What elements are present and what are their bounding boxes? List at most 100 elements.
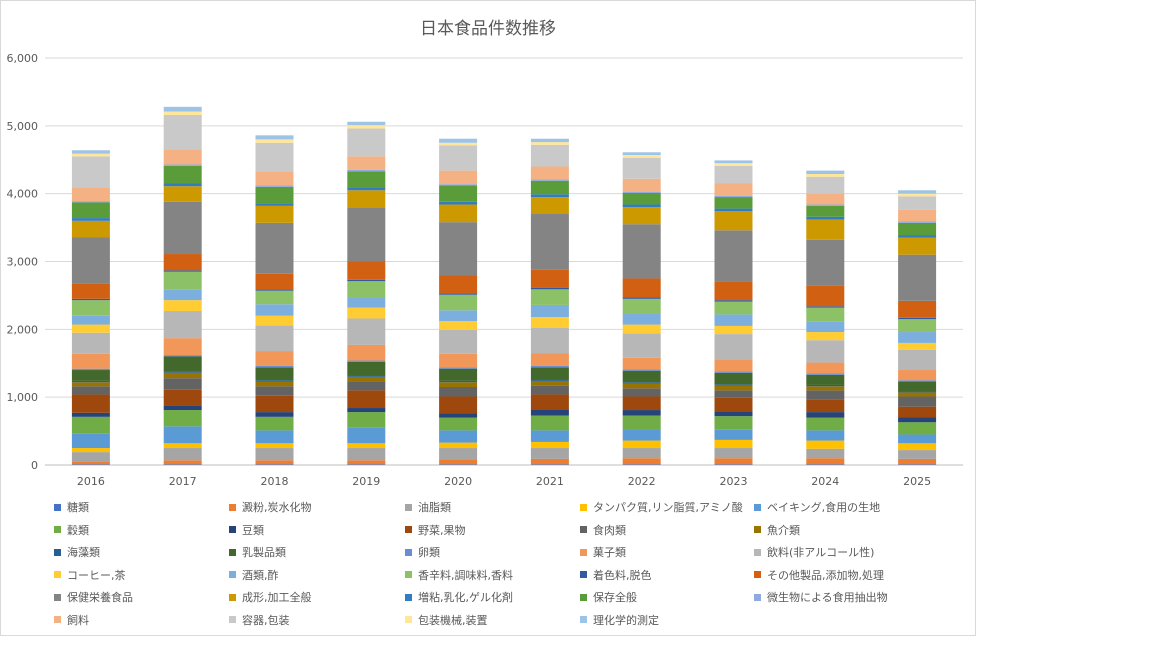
bar-segment	[714, 464, 753, 465]
bar-segment	[714, 183, 753, 196]
bar-segment	[439, 353, 478, 368]
bar-segment	[71, 237, 110, 284]
bar-segment	[255, 430, 294, 444]
bar-segment	[806, 440, 845, 449]
legend-label: タンパク質,リン脂質,アミノ酸	[593, 501, 743, 514]
bar-segment	[806, 373, 845, 375]
legend-item: 飼料	[54, 610, 89, 630]
bar-segment	[71, 332, 110, 354]
bar-segment	[622, 369, 661, 371]
bar-segment	[347, 297, 386, 308]
bar-segment	[622, 410, 661, 416]
bar-segment	[71, 386, 110, 395]
legend-item: 酒類,酢	[229, 565, 279, 585]
chart-title: 日本食品件数推移	[420, 19, 556, 39]
bar-segment	[255, 289, 294, 291]
bar-segment	[622, 178, 661, 192]
bar-segment	[71, 220, 110, 238]
legend-swatch	[229, 526, 236, 533]
legend-label: 飲料(非アルコール性)	[767, 546, 875, 559]
bar-segment	[714, 163, 753, 166]
bar-segment	[439, 396, 478, 414]
legend-item: 食肉類	[580, 520, 626, 540]
bar-segment	[255, 395, 294, 413]
legend-swatch	[405, 503, 412, 511]
bar-segment	[806, 362, 845, 374]
bar-segment	[347, 307, 386, 319]
bar-segment	[255, 315, 294, 326]
bar-segment	[439, 464, 478, 465]
legend-label: 食肉類	[593, 523, 626, 537]
chart-plot: 0 1,000 2,000 3,000 4,000 5,000 6,000 2016 2017 2…	[7, 52, 963, 488]
legend-swatch	[580, 593, 587, 601]
bar-segment	[714, 160, 753, 164]
bar-segment	[530, 394, 569, 410]
bar-segment	[71, 300, 110, 316]
legend-swatch	[54, 503, 61, 511]
legend-swatch	[405, 593, 412, 601]
bar-segment	[439, 275, 478, 294]
bar-segment	[530, 317, 569, 328]
bar-segment	[163, 186, 202, 202]
legend-swatch	[754, 503, 761, 511]
bar-segment	[439, 138, 478, 143]
bar-segment	[255, 416, 294, 431]
bar-segment	[347, 121, 386, 126]
bar-segment	[71, 324, 110, 333]
bar-segment	[898, 396, 937, 407]
bar-segment	[898, 434, 937, 444]
bar-segment	[806, 332, 845, 341]
legend-swatch	[54, 526, 61, 533]
legend-swatch	[754, 526, 761, 533]
bar-segment	[714, 334, 753, 360]
legend-label: 魚介類	[767, 523, 800, 537]
bar-segment	[898, 381, 937, 392]
legend-label: 穀類	[67, 523, 89, 537]
legend-swatch	[754, 548, 761, 556]
legend-swatch	[54, 548, 61, 556]
bar-segment	[622, 448, 661, 459]
x-tick-label: 2020	[444, 475, 472, 488]
bar-segment	[163, 165, 202, 184]
bar-segment	[898, 196, 937, 210]
bar-segment	[71, 283, 110, 299]
bar-segment	[163, 410, 202, 427]
legend-item: 海藻類	[54, 542, 100, 562]
bar-segment	[530, 430, 569, 442]
bar-segment	[163, 149, 202, 165]
bar-segment	[622, 415, 661, 430]
bar-segment	[439, 310, 478, 322]
bar-segment	[439, 382, 478, 387]
legend-item: 保存全般	[580, 587, 637, 607]
bar-segment	[714, 458, 753, 465]
bar-segment	[163, 405, 202, 411]
bar-segment	[255, 460, 294, 465]
bar-segment	[898, 209, 937, 222]
x-tick-label: 2025	[903, 475, 931, 488]
bar-segment	[898, 464, 937, 465]
bar-segment	[347, 187, 386, 191]
bar-segment	[347, 361, 386, 376]
bar-segment	[806, 412, 845, 418]
bar-segment	[347, 190, 386, 208]
y-tick-label: 6,000	[7, 52, 39, 65]
legend-swatch	[229, 593, 236, 601]
bar-segment	[255, 386, 294, 396]
bar-segment	[255, 448, 294, 461]
bar-segment	[898, 317, 937, 320]
bar-segment	[530, 415, 569, 431]
bar-segment	[347, 443, 386, 449]
bar-segment	[530, 142, 569, 145]
bar-segment	[71, 452, 110, 462]
bar-segment	[347, 408, 386, 413]
legend-label: 豆類	[242, 523, 264, 537]
x-tick-label: 2024	[811, 475, 839, 488]
bar-segment	[714, 281, 753, 301]
bar-segment	[255, 365, 294, 368]
legend-swatch	[580, 616, 587, 623]
legend-swatch	[580, 548, 587, 556]
bar-segment	[71, 464, 110, 465]
bar-segment	[347, 207, 386, 262]
legend-label: 糖類	[67, 501, 89, 514]
bar-segment	[439, 185, 478, 202]
